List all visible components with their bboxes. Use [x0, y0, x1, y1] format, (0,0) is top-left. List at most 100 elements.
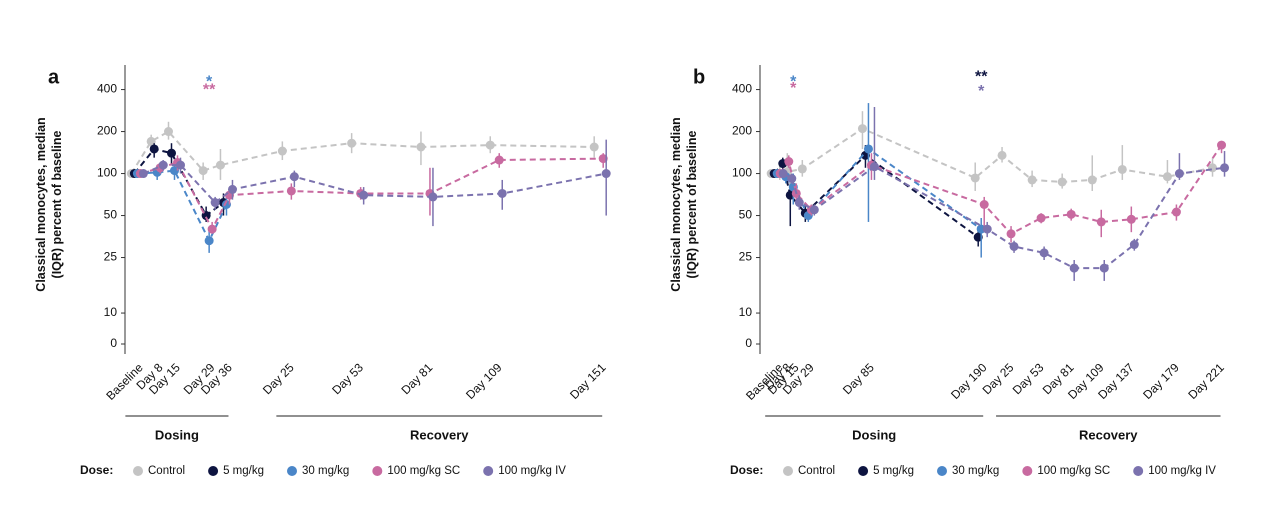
x-tick-label: Day 53 — [1010, 360, 1047, 397]
data-point — [794, 198, 804, 208]
y-axis-label: Classical monocytes, median (IQR) percent… — [669, 117, 699, 291]
y-tick-label: 100 — [97, 166, 117, 180]
data-point — [1006, 229, 1016, 239]
y-axis-label-line: Classical monocytes, median — [669, 117, 683, 291]
data-point — [347, 138, 357, 148]
legend-label: 30 mg/kg — [952, 465, 999, 477]
x-tick-label: Day 85 — [840, 360, 877, 397]
data-point — [1099, 263, 1109, 273]
data-point — [1129, 240, 1139, 250]
series-line — [137, 169, 228, 243]
data-point — [149, 144, 159, 154]
significance-mark: * — [790, 80, 797, 97]
data-point — [204, 236, 214, 246]
data-point — [1027, 175, 1037, 185]
y-tick-label: 400 — [732, 82, 752, 96]
data-point — [778, 169, 788, 179]
series-line — [133, 147, 225, 217]
data-point — [485, 140, 495, 150]
data-point — [176, 160, 185, 170]
data-point — [1057, 177, 1067, 187]
y-tick-label: 50 — [104, 208, 118, 222]
data-point — [1066, 209, 1076, 219]
legend-label: 5 mg/kg — [873, 465, 914, 477]
y-tick-label: 25 — [739, 250, 753, 264]
legend-label: 100 mg/kg IV — [498, 465, 566, 477]
legend-label: 100 mg/kg IV — [1148, 465, 1216, 477]
data-point — [1162, 172, 1172, 182]
data-point — [1217, 140, 1227, 150]
series-line — [782, 165, 1225, 270]
legend-swatch — [783, 466, 793, 476]
data-point — [863, 144, 873, 154]
data-point — [601, 169, 611, 179]
phase-label: Dosing — [155, 427, 199, 442]
y-tick-label: 10 — [104, 305, 118, 319]
data-point — [1096, 217, 1106, 227]
significance-mark: * — [790, 74, 797, 91]
data-point — [416, 142, 426, 152]
y-tick-label: 200 — [97, 124, 117, 138]
panel-label: a — [48, 66, 60, 88]
data-point — [1174, 169, 1184, 179]
y-tick-label: 0 — [110, 336, 117, 350]
data-point — [1069, 263, 1079, 273]
y-tick-label: 50 — [739, 208, 753, 222]
data-point — [979, 200, 989, 209]
data-point — [857, 124, 867, 134]
y-axis-label-line: (IQR) percent of baseline — [685, 130, 699, 278]
data-point — [158, 160, 168, 170]
legend-swatch — [287, 466, 297, 476]
significance-mark: ** — [975, 68, 988, 85]
data-point — [494, 155, 504, 165]
series-line — [140, 157, 604, 232]
data-point — [869, 162, 879, 172]
series-line — [143, 164, 607, 204]
data-point — [589, 142, 599, 152]
data-point — [809, 205, 819, 215]
y-tick-label: 200 — [732, 124, 752, 138]
legend-title: Dose: — [730, 463, 763, 477]
data-point — [198, 166, 208, 176]
y-axis-label: Classical monocytes, median (IQR) percent… — [34, 117, 64, 291]
legend-label: 100 mg/kg SC — [1037, 465, 1110, 477]
x-tick-label: Day 25 — [260, 360, 297, 397]
x-tick-label: Day 190 — [948, 360, 990, 402]
data-point — [167, 148, 176, 158]
data-point — [1039, 248, 1049, 258]
significance-mark: * — [206, 74, 213, 91]
y-tick-label: 400 — [97, 82, 117, 96]
data-point — [1117, 164, 1127, 174]
data-point — [164, 127, 173, 137]
data-point — [1087, 175, 1097, 185]
phase-label: Recovery — [1079, 427, 1138, 442]
phase-label: Recovery — [410, 427, 469, 442]
data-point — [359, 190, 369, 200]
x-tick-label: Day 109 — [463, 360, 505, 402]
data-point — [1171, 207, 1181, 217]
data-point — [207, 224, 217, 234]
data-point — [286, 186, 296, 196]
legend-swatch — [858, 466, 869, 476]
legend-swatch — [1022, 466, 1033, 476]
x-tick-label: Day 221 — [1185, 360, 1227, 402]
x-tick-label: Day 151 — [567, 360, 609, 402]
data-point — [215, 160, 225, 170]
data-point — [210, 198, 220, 208]
data-point — [138, 169, 148, 179]
data-point — [428, 192, 438, 202]
legend-title: Dose: — [80, 463, 113, 477]
y-tick-label: 25 — [104, 250, 118, 264]
data-point — [1009, 241, 1019, 251]
series-line — [771, 127, 1213, 184]
data-point — [797, 164, 807, 174]
legend-swatch — [483, 466, 494, 476]
legend-label: 100 mg/kg SC — [387, 465, 460, 477]
legend-label: 30 mg/kg — [302, 465, 349, 477]
significance-mark: * — [978, 83, 985, 100]
y-tick-label: 0 — [745, 336, 752, 350]
y-tick-label: 10 — [739, 305, 753, 319]
data-point — [497, 188, 507, 198]
